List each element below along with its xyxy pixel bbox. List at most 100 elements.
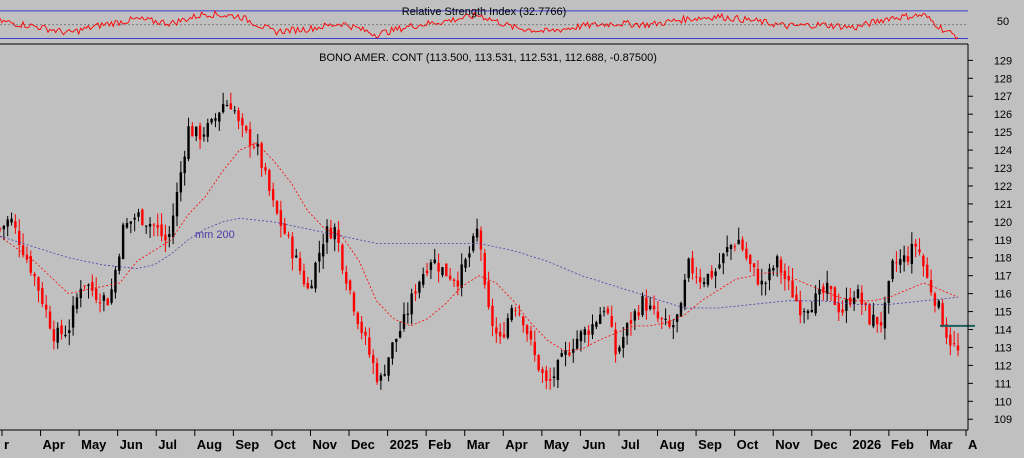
- candle-body: [395, 338, 398, 343]
- candle-body: [722, 253, 725, 264]
- candle-body: [391, 342, 394, 359]
- candle-body: [837, 303, 840, 313]
- x-axis-ticks: r Apr May Jun Jul Aug Sep Oct Nov Dec 2025 Feb Mar Ap…: [1, 430, 978, 452]
- candle-body: [325, 226, 329, 243]
- candle-body: [956, 345, 960, 351]
- candle-body: [814, 293, 817, 314]
- candle-body: [271, 189, 275, 201]
- candle-body: [802, 311, 806, 313]
- candle-body: [672, 324, 675, 328]
- candle-body: [218, 112, 221, 122]
- candle-body: [68, 330, 71, 333]
- candle-body: [506, 318, 510, 338]
- x-tick-label: Feb: [891, 437, 914, 452]
- candle-body: [899, 258, 902, 265]
- rsi-title: Relative Strength Index (32.7766): [402, 6, 567, 18]
- x-tick-label: Oct: [737, 437, 759, 452]
- candle-body: [902, 255, 906, 262]
- candle-body: [829, 286, 833, 290]
- candle-body: [568, 352, 571, 356]
- candle-body: [687, 258, 690, 278]
- candle-body: [406, 313, 410, 315]
- y-tick-label: 116: [994, 289, 1012, 301]
- candle-body: [483, 253, 486, 285]
- x-tick-label: Dec: [814, 437, 838, 452]
- x-tick-label: Dec: [351, 437, 375, 452]
- candle-body: [83, 285, 86, 287]
- x-tick-label: 2025: [390, 437, 419, 452]
- candle-body: [329, 227, 333, 239]
- candle-body: [106, 298, 109, 306]
- x-tick-label: Jun: [120, 437, 143, 452]
- candle-body: [245, 125, 248, 131]
- candle-body: [387, 357, 390, 376]
- candle-body: [779, 259, 783, 273]
- candle-body: [556, 360, 560, 381]
- candle-body: [587, 330, 590, 335]
- candle-body: [914, 243, 917, 247]
- candle-body: [487, 281, 490, 308]
- candle-body: [518, 313, 521, 315]
- candle-body: [310, 285, 313, 289]
- candle-body: [791, 280, 794, 298]
- candle-body: [160, 224, 163, 237]
- candle-body: [14, 221, 17, 228]
- x-tick-label: Mar: [467, 437, 490, 452]
- candle-body: [79, 288, 82, 299]
- candle-body: [806, 311, 810, 314]
- candle-body: [402, 314, 406, 329]
- candle-body: [356, 312, 360, 325]
- candle-body: [295, 255, 298, 258]
- y-tick-label: 115: [994, 307, 1012, 319]
- candle-body: [768, 268, 771, 281]
- y-tick-label: 129: [994, 55, 1012, 67]
- candle-body: [156, 224, 159, 228]
- candle-body: [456, 280, 460, 287]
- candle-body: [818, 288, 821, 295]
- rsi-tick-label: 50: [997, 16, 1009, 28]
- candle-body: [583, 329, 587, 335]
- candle-body: [52, 329, 56, 342]
- candle-body: [652, 305, 656, 310]
- candle-body: [18, 231, 21, 246]
- rsi-bands: [0, 10, 968, 40]
- candle-body: [264, 167, 267, 171]
- candle-body: [256, 143, 259, 147]
- candle-body: [941, 303, 944, 327]
- candle-body: [664, 318, 667, 320]
- candle-body: [291, 236, 294, 259]
- x-tick-label: May: [544, 437, 570, 452]
- candle-body: [314, 262, 317, 289]
- candle-body: [602, 311, 606, 313]
- candle-body: [595, 322, 598, 327]
- candle-body: [683, 279, 687, 307]
- y-tick-label: 111: [995, 378, 1012, 390]
- candle-body: [275, 201, 279, 214]
- candle-body: [906, 256, 910, 262]
- candle-body: [929, 280, 933, 293]
- x-tick-label: Sep: [235, 437, 259, 452]
- candle-body: [171, 215, 175, 238]
- candle-body: [629, 320, 633, 324]
- x-tick-label: Aug: [197, 437, 222, 452]
- ma-200-label: mm 200: [195, 229, 235, 241]
- candle-body: [398, 331, 402, 338]
- candle-body: [706, 273, 710, 285]
- candle-body: [248, 129, 252, 146]
- x-tick-label: Oct: [274, 437, 296, 452]
- candle-body: [872, 314, 875, 327]
- candle-body: [649, 305, 652, 310]
- candle-body: [29, 256, 32, 273]
- candle-body: [44, 304, 48, 310]
- candle-body: [522, 316, 525, 326]
- candle-body: [341, 244, 344, 271]
- candle-body: [691, 257, 694, 274]
- candle-body: [206, 123, 209, 137]
- candle-body: [152, 224, 156, 226]
- candle-body: [702, 282, 706, 285]
- candle-body: [202, 134, 206, 137]
- candle-body: [560, 353, 563, 357]
- candle-body: [133, 217, 136, 220]
